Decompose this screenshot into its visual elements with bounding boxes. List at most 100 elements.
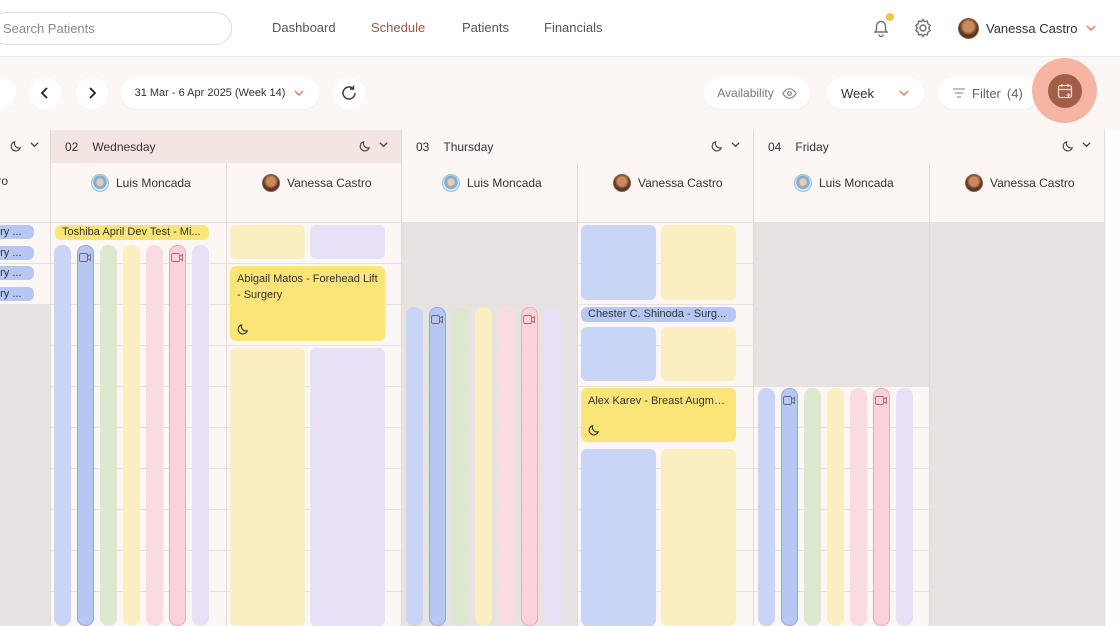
availability-bar[interactable] [781, 388, 798, 626]
availability-toggle[interactable]: Availability [704, 77, 810, 109]
provider-name: Luis Moncada [116, 176, 191, 190]
provider-vanessa-castro[interactable]: Vanessa Castro [965, 174, 1075, 192]
gear-icon [914, 18, 932, 38]
availability-bar[interactable] [192, 245, 209, 626]
chevron-right-icon [89, 87, 97, 99]
availability-bar[interactable] [850, 388, 867, 626]
nav-patients[interactable]: Patients [462, 20, 509, 35]
availability-bar[interactable] [169, 245, 186, 626]
moon-icon[interactable] [711, 139, 724, 152]
video-icon [79, 253, 91, 262]
filter-icon [953, 88, 965, 98]
provider-luis-moncada[interactable]: Luis Moncada [91, 174, 191, 192]
video-icon [523, 315, 535, 324]
chevron-down-icon [899, 90, 909, 97]
provider-vanessa-castro[interactable]: Vanessa Castro [262, 174, 372, 192]
availability-bar[interactable] [544, 307, 561, 626]
appointment-event[interactable]: ery ... [0, 266, 34, 280]
availability-block[interactable] [230, 348, 305, 626]
previous-week-button[interactable] [29, 77, 61, 109]
day-name: Wednesday [92, 139, 156, 154]
appointment-event[interactable]: ery ... [0, 225, 34, 239]
availability-bar[interactable] [77, 245, 94, 626]
chevron-down-icon[interactable] [378, 139, 389, 150]
availability-bar[interactable] [123, 245, 140, 626]
search-input[interactable] [0, 13, 231, 44]
availability-bar[interactable] [429, 307, 446, 626]
unavailable-block [0, 304, 50, 626]
availability-bar[interactable] [452, 307, 469, 626]
refresh-icon [342, 85, 356, 100]
day-number: 02 [65, 139, 79, 154]
search-box[interactable] [0, 12, 232, 45]
availability-block[interactable] [661, 225, 736, 300]
event-title: Abigail Matos - Forehead Lift - Surgery [237, 273, 378, 301]
provider-luis-moncada[interactable]: Luis Moncada [442, 174, 542, 192]
availability-bar[interactable] [896, 388, 913, 626]
date-range-label: 31 Mar - 6 Apr 2025 (Week 14) [134, 87, 286, 99]
nav-dashboard[interactable]: Dashboard [272, 20, 336, 35]
nav-financials[interactable]: Financials [544, 20, 603, 35]
filter-button[interactable]: Filter (4) [938, 77, 1038, 109]
availability-bar[interactable] [54, 245, 71, 626]
chevron-down-icon[interactable] [730, 139, 741, 150]
availability-block[interactable] [310, 348, 385, 626]
availability-bar[interactable] [521, 307, 538, 626]
provider-vanessa-castro[interactable]: Vanessa Castro [613, 174, 723, 192]
date-range-picker[interactable]: 31 Mar - 6 Apr 2025 (Week 14) [121, 77, 319, 109]
appointment-event[interactable]: ery ... [0, 287, 34, 301]
eye-icon [781, 87, 797, 99]
availability-bar[interactable] [873, 388, 890, 626]
event-title: Alex Karev - Breast Augme... [588, 395, 729, 407]
availability-bar[interactable] [804, 388, 821, 626]
today-button[interactable] [0, 77, 16, 109]
view-select[interactable]: Week [827, 77, 924, 109]
user-name: Vanessa Castro [986, 20, 1078, 36]
new-appointment-button[interactable] [1032, 58, 1097, 123]
appointment-event[interactable]: ery ... [0, 246, 34, 260]
chevron-left-icon [40, 87, 48, 99]
notification-dot [886, 13, 894, 21]
day-header-thursday: 03 Thursday [402, 130, 753, 163]
availability-bar[interactable] [475, 307, 492, 626]
moon-icon[interactable] [10, 139, 23, 152]
chevron-down-icon [294, 90, 304, 97]
notifications-button[interactable] [870, 13, 894, 39]
availability-block[interactable] [310, 225, 385, 259]
avatar [958, 17, 979, 39]
chevron-down-icon[interactable] [29, 139, 40, 150]
availability-block[interactable] [581, 449, 656, 626]
provider-row: tro Luis Moncada Vanessa Castro Luis Mon… [0, 163, 1104, 221]
video-icon [431, 315, 443, 324]
availability-bar[interactable] [406, 307, 423, 626]
nav-schedule[interactable]: Schedule [371, 20, 426, 35]
appointment-event[interactable]: Alex Karev - Breast Augme... [581, 388, 736, 442]
availability-block[interactable] [581, 225, 656, 300]
provider-luis-moncada[interactable]: Luis Moncada [794, 174, 894, 192]
appointment-event[interactable]: Abigail Matos - Forehead Lift - Surgery [230, 266, 385, 341]
user-menu[interactable]: Vanessa Castro [958, 17, 1097, 39]
calendar-add-icon [1057, 83, 1072, 98]
provider-name: Luis Moncada [819, 176, 894, 190]
video-icon [875, 396, 887, 405]
availability-bar[interactable] [758, 388, 775, 626]
appointment-event[interactable]: Toshiba April Dev Test - Mi... [55, 225, 209, 240]
avatar [794, 174, 812, 192]
moon-icon[interactable] [359, 139, 372, 152]
chevron-down-icon [1086, 25, 1096, 32]
appointment-event[interactable]: Chester C. Shinoda - Surg... [581, 307, 736, 322]
availability-block[interactable] [661, 449, 736, 626]
provider-name-fragment: tro [0, 174, 9, 188]
availability-block[interactable] [230, 225, 305, 259]
moon-icon[interactable] [1062, 139, 1075, 152]
availability-bar[interactable] [498, 307, 515, 626]
next-week-button[interactable] [76, 77, 108, 109]
availability-bar[interactable] [827, 388, 844, 626]
refresh-button[interactable] [333, 77, 365, 109]
availability-block[interactable] [661, 327, 736, 381]
settings-button[interactable] [912, 17, 934, 39]
availability-bar[interactable] [100, 245, 117, 626]
chevron-down-icon[interactable] [1081, 139, 1092, 150]
availability-bar[interactable] [146, 245, 163, 626]
availability-block[interactable] [581, 327, 656, 381]
